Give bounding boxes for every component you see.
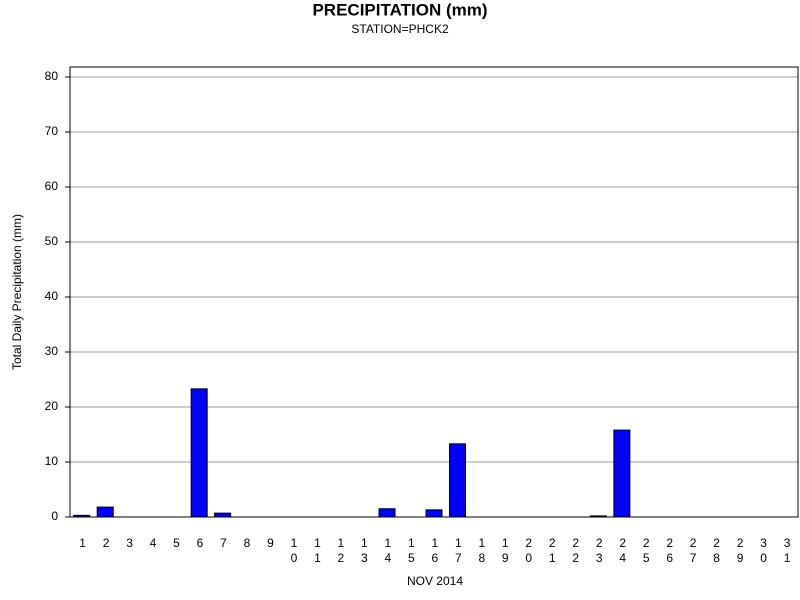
- x-tick-label: 2: [99, 536, 113, 551]
- x-tick-label: 9: [263, 536, 277, 551]
- x-tick-label: 19: [498, 536, 512, 566]
- bar: [425, 509, 443, 518]
- bar: [589, 515, 607, 518]
- y-tick-label: 20: [45, 399, 59, 413]
- y-tick-label: 0: [51, 509, 58, 523]
- y-tick-label: 10: [45, 454, 59, 468]
- y-tick-label: 50: [45, 234, 59, 248]
- chart-title: PRECIPITATION (mm): [312, 0, 487, 19]
- x-tick-label: 28: [710, 536, 724, 566]
- chart-subtitle: STATION=PHCK2: [351, 22, 449, 36]
- bar: [378, 508, 396, 518]
- y-tick-label: 70: [45, 124, 59, 138]
- bar: [190, 388, 208, 518]
- x-tick-label: 20: [522, 536, 536, 566]
- x-tick-label: 17: [451, 536, 465, 566]
- x-tick-label: 14: [381, 536, 395, 566]
- bar: [448, 443, 466, 518]
- x-tick-label: 15: [404, 536, 418, 566]
- x-axis-label: NOV 2014: [407, 574, 463, 588]
- x-tick-label: 13: [357, 536, 371, 566]
- x-tick-label: 18: [475, 536, 489, 566]
- x-tick-label: 27: [686, 536, 700, 566]
- y-tick-label: 80: [45, 69, 59, 83]
- x-tick-label: 1: [76, 536, 90, 551]
- plot-frame: [69, 66, 799, 518]
- x-tick-label: 16: [428, 536, 442, 566]
- bar: [73, 514, 91, 518]
- x-tick-label: 12: [334, 536, 348, 566]
- x-tick-label: 4: [146, 536, 160, 551]
- x-tick-label: 24: [616, 536, 630, 566]
- y-tick-label: 30: [45, 344, 59, 358]
- bar: [613, 429, 631, 518]
- x-tick-label: 22: [569, 536, 583, 566]
- bar: [214, 512, 232, 518]
- x-tick-label: 25: [639, 536, 653, 566]
- x-tick-label: 11: [310, 536, 324, 566]
- y-axis-label: Total Daily Precipitation (mm): [10, 214, 24, 370]
- x-tick-label: 10: [287, 536, 301, 566]
- x-tick-label: 29: [733, 536, 747, 566]
- x-tick-label: 8: [240, 536, 254, 551]
- x-tick-label: 5: [170, 536, 184, 551]
- bar: [96, 506, 114, 518]
- x-tick-label: 7: [216, 536, 230, 551]
- x-tick-label: 30: [757, 536, 771, 566]
- x-tick-label: 23: [592, 536, 606, 566]
- y-tick-label: 60: [45, 179, 59, 193]
- x-tick-label: 31: [780, 536, 794, 566]
- x-tick-label: 21: [545, 536, 559, 566]
- x-tick-label: 6: [193, 536, 207, 551]
- y-tick-label: 40: [45, 289, 59, 303]
- x-tick-label: 3: [123, 536, 137, 551]
- x-tick-label: 26: [663, 536, 677, 566]
